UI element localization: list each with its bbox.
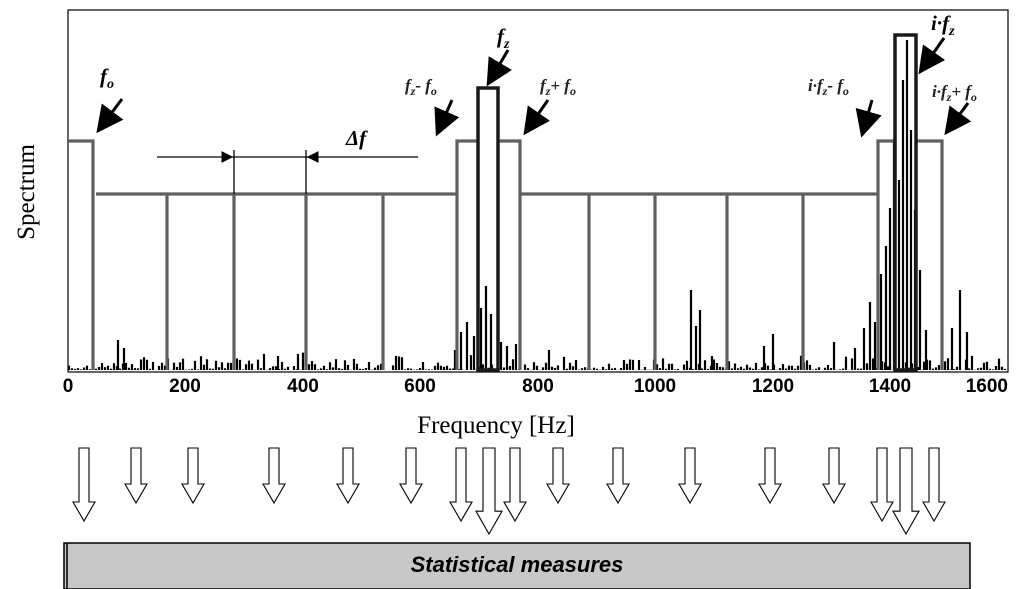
fz-plus-fo-arrow [523, 99, 550, 136]
fo-arrow [96, 98, 124, 134]
down-arrow [262, 447, 286, 505]
fo-band [69, 139, 95, 370]
down-arrow [546, 447, 570, 505]
banner-box [63, 542, 971, 589]
fz-arrow [486, 49, 512, 87]
x-tick-label: 1600 [966, 376, 1008, 397]
x-axis-title: Frequency [Hz] [417, 412, 575, 439]
ifz-minus-fo-arrow [855, 99, 882, 138]
x-tick-label: 400 [287, 376, 319, 397]
down-arrow [870, 447, 894, 523]
label-ifz: i·fz [931, 11, 955, 39]
label-delta-f: Δf [345, 126, 368, 150]
ifz-plus-fo-arrow [944, 102, 972, 136]
down-arrow [892, 447, 920, 536]
plot-frame [67, 9, 1009, 373]
annotation-arrows [96, 37, 972, 138]
x-tick-labels: 0 200 400 600 800 1000 1200 1400 1600 [63, 376, 1008, 397]
label-fz: fz [497, 24, 510, 52]
down-arrow [922, 447, 946, 523]
down-arrow [399, 447, 423, 505]
annotation-labels: fo fz fz- fo fz+ fo Δf i·fz- fo i·fz i·f… [100, 11, 977, 150]
label-ifz-plus-fo: i·fz+ fo [932, 82, 977, 104]
ifz-box [893, 33, 918, 372]
ifz-sideband-box [876, 139, 944, 370]
ifz-arrow [918, 37, 946, 75]
down-arrow [72, 447, 96, 523]
down-arrow [124, 447, 148, 505]
down-arrow [758, 447, 782, 505]
x-tick-label: 1000 [634, 376, 676, 397]
label-ifz-minus-fo: i·fz- fo [808, 76, 849, 98]
down-arrow [449, 447, 473, 523]
y-axis-title: Spectrum [13, 144, 40, 240]
down-arrow [606, 447, 630, 505]
x-tick-label: 0 [63, 376, 74, 397]
down-arrow [181, 447, 205, 505]
down-arrow [503, 447, 527, 523]
x-tick-label: 1400 [869, 376, 911, 397]
label-fo: fo [100, 64, 114, 92]
down-arrow [475, 447, 503, 536]
x-tick-label: 800 [522, 376, 554, 397]
band-outlines [96, 192, 878, 370]
fz-minus-fo-arrow [434, 99, 460, 137]
down-arrow [336, 447, 360, 505]
down-arrow [678, 447, 702, 505]
down-arrow [822, 447, 846, 505]
fz-box [476, 86, 500, 372]
label-fz-minus-fo: fz- fo [405, 76, 437, 98]
banner-label: Statistical measures [411, 552, 624, 577]
label-fz-plus-fo: fz+ fo [540, 76, 576, 98]
x-tick-label: 600 [404, 376, 436, 397]
x-tick-label: 1200 [752, 376, 794, 397]
statistical-measures-banner: Statistical measures [63, 542, 971, 589]
x-tick-label: 200 [169, 376, 201, 397]
down-arrows [72, 447, 946, 536]
fz-sideband-box [455, 139, 522, 370]
delta-f-marker [157, 150, 418, 194]
